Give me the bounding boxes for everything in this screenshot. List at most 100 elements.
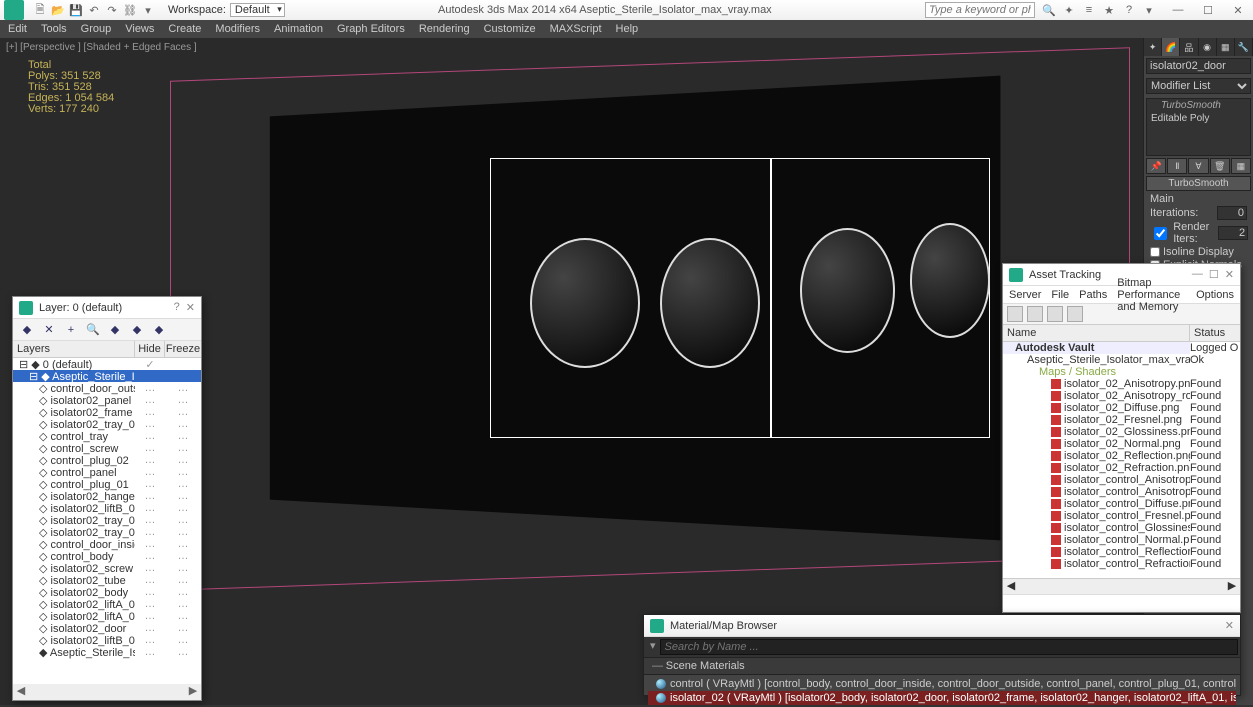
object-name-input[interactable] bbox=[1146, 58, 1251, 74]
asset-toggle3-icon[interactable] bbox=[1067, 306, 1083, 322]
asset-row[interactable]: isolator_control_Fresnel.pngFound bbox=[1003, 510, 1240, 522]
layer-row[interactable]: ◇ isolator02_hanger…… bbox=[13, 490, 201, 502]
render-iters-input[interactable] bbox=[1218, 226, 1248, 240]
asset-col-status[interactable]: Status bbox=[1190, 325, 1240, 341]
close-button[interactable]: ✕ bbox=[1223, 0, 1253, 20]
scroll-right-icon[interactable]: ▶ bbox=[1224, 579, 1240, 594]
asset-col-name[interactable]: Name bbox=[1003, 325, 1190, 341]
menu-customize[interactable]: Customize bbox=[484, 23, 536, 35]
mat-titlebar[interactable]: Material/Map Browser ✕ bbox=[644, 615, 1240, 637]
layer-row[interactable]: ◇ isolator02_panel…… bbox=[13, 394, 201, 406]
subscription-icon[interactable]: ✦ bbox=[1061, 2, 1077, 18]
asset-row[interactable]: Aseptic_Sterile_Isolator_max_vray.maxOk bbox=[1003, 354, 1240, 366]
menu-create[interactable]: Create bbox=[168, 23, 201, 35]
menu-tools[interactable]: Tools bbox=[41, 23, 67, 35]
asset-row[interactable]: isolator_control_Anisotropy_rotation.png… bbox=[1003, 486, 1240, 498]
scroll-right-icon[interactable]: ▶ bbox=[185, 684, 201, 700]
highlight-layer-icon[interactable]: ◆ bbox=[107, 322, 123, 338]
make-unique-icon[interactable]: ∀ bbox=[1188, 158, 1208, 174]
iterations-input[interactable] bbox=[1217, 206, 1247, 220]
asset-row[interactable]: isolator_02_Reflection.pngFound bbox=[1003, 450, 1240, 462]
tab-motion-icon[interactable]: ◉ bbox=[1199, 38, 1217, 56]
layer-row[interactable]: ◇ control_door_outside…… bbox=[13, 382, 201, 394]
menu-group[interactable]: Group bbox=[81, 23, 112, 35]
layer-row[interactable]: ◆ Aseptic_Sterile_Isolator…… bbox=[13, 646, 201, 658]
show-result-icon[interactable]: Ⅱ bbox=[1167, 158, 1187, 174]
layer-row[interactable]: ⊟ ◆ Aseptic_Sterile_Isolator ☐ bbox=[13, 370, 201, 382]
stack-item[interactable]: Editable Poly bbox=[1147, 112, 1250, 125]
layer-row[interactable]: ◇ control_tray…… bbox=[13, 430, 201, 442]
open-icon[interactable]: 📂 bbox=[50, 2, 66, 18]
col-layers[interactable]: Layers bbox=[13, 341, 135, 357]
asset-close-icon[interactable]: ✕ bbox=[1225, 268, 1234, 281]
asset-row[interactable]: isolator_02_Fresnel.pngFound bbox=[1003, 414, 1240, 426]
delete-layer-icon[interactable]: ✕ bbox=[41, 322, 57, 338]
undo-icon[interactable]: ↶ bbox=[86, 2, 102, 18]
menu-help[interactable]: Help bbox=[616, 23, 639, 35]
favorite-icon[interactable]: ★ bbox=[1101, 2, 1117, 18]
layer-row[interactable]: ◇ isolator02_liftA_01…… bbox=[13, 598, 201, 610]
asset-max-icon[interactable]: ☐ bbox=[1209, 268, 1219, 281]
stack-item[interactable]: TurboSmooth bbox=[1147, 99, 1250, 112]
asset-refresh-icon[interactable] bbox=[1007, 306, 1023, 322]
asset-row[interactable]: Autodesk VaultLogged O bbox=[1003, 342, 1240, 354]
material-row[interactable]: control ( VRayMtl ) [control_body, contr… bbox=[648, 677, 1236, 691]
asset-row[interactable]: isolator_02_Glossiness.pngFound bbox=[1003, 426, 1240, 438]
layer-tree[interactable]: ⊟ ◆ 0 (default)✓⊟ ◆ Aseptic_Sterile_Isol… bbox=[13, 358, 201, 684]
menu-animation[interactable]: Animation bbox=[274, 23, 323, 35]
isoline-checkbox[interactable] bbox=[1150, 247, 1160, 257]
add-to-layer-icon[interactable]: + bbox=[63, 322, 79, 338]
exchange-icon[interactable]: ≡ bbox=[1081, 2, 1097, 18]
asset-row[interactable]: isolator_control_Anisotropy.pngFound bbox=[1003, 474, 1240, 486]
mat-search-input[interactable] bbox=[660, 639, 1238, 655]
asset-row[interactable]: isolator_control_Glossiness.pngFound bbox=[1003, 522, 1240, 534]
asset-toggle2-icon[interactable] bbox=[1047, 306, 1063, 322]
layer-row[interactable]: ◇ isolator02_door…… bbox=[13, 622, 201, 634]
layer-row[interactable]: ◇ isolator02_body…… bbox=[13, 586, 201, 598]
menu-modifiers[interactable]: Modifiers bbox=[215, 23, 260, 35]
mat-section[interactable]: — Scene Materials bbox=[644, 657, 1240, 675]
help-icon[interactable]: ? bbox=[1121, 2, 1137, 18]
layer-row[interactable]: ◇ isolator02_tube…… bbox=[13, 574, 201, 586]
tab-display-icon[interactable]: ▦ bbox=[1217, 38, 1235, 56]
layer-row[interactable]: ◇ isolator02_tray_01…… bbox=[13, 418, 201, 430]
material-row[interactable]: isolator_02 ( VRayMtl ) [isolator02_body… bbox=[648, 691, 1236, 705]
viewport-3d[interactable] bbox=[150, 58, 1133, 695]
more-icon[interactable]: ▾ bbox=[140, 2, 156, 18]
layer-row[interactable]: ◇ isolator02_liftA_02…… bbox=[13, 610, 201, 622]
col-hide[interactable]: Hide bbox=[135, 341, 165, 357]
pin-stack-icon[interactable]: 📌 bbox=[1146, 158, 1166, 174]
tab-utilities-icon[interactable]: 🔧 bbox=[1235, 38, 1253, 56]
select-layer-icon[interactable]: 🔍 bbox=[85, 322, 101, 338]
scroll-left-icon[interactable]: ◀ bbox=[13, 684, 29, 700]
hide-layer-icon[interactable]: ◆ bbox=[129, 322, 145, 338]
layer-row[interactable]: ◇ isolator02_liftB_02…… bbox=[13, 502, 201, 514]
asset-menu-item[interactable]: File bbox=[1051, 289, 1069, 301]
menu-views[interactable]: Views bbox=[125, 23, 154, 35]
asset-row[interactable]: isolator_02_Anisotropy_rotation.pngFound bbox=[1003, 390, 1240, 402]
menu-maxscript[interactable]: MAXScript bbox=[550, 23, 602, 35]
tab-modify-icon[interactable]: 🌈 bbox=[1162, 38, 1180, 56]
rollout-header[interactable]: TurboSmooth bbox=[1146, 176, 1251, 191]
layer-row[interactable]: ◇ isolator02_liftB_01…… bbox=[13, 634, 201, 646]
asset-menu-item[interactable]: Server bbox=[1009, 289, 1041, 301]
search-icon[interactable]: 🔍 bbox=[1041, 2, 1057, 18]
layer-row[interactable]: ◇ control_door_inside…… bbox=[13, 538, 201, 550]
minimize-button[interactable]: — bbox=[1163, 0, 1193, 20]
remove-modifier-icon[interactable]: 🗑 bbox=[1210, 158, 1230, 174]
layer-panel-titlebar[interactable]: Layer: 0 (default) ?✕ bbox=[13, 297, 201, 319]
scroll-left-icon[interactable]: ◀ bbox=[1003, 579, 1019, 594]
asset-toggle1-icon[interactable] bbox=[1027, 306, 1043, 322]
link-icon[interactable]: ⛓ bbox=[122, 2, 138, 18]
asset-row[interactable]: isolator_02_Refraction.pngFound bbox=[1003, 462, 1240, 474]
layer-row[interactable]: ◇ control_screw…… bbox=[13, 442, 201, 454]
layer-row[interactable]: ◇ control_panel…… bbox=[13, 466, 201, 478]
asset-menu-item[interactable]: Options bbox=[1196, 289, 1234, 301]
asset-menu-item[interactable]: Paths bbox=[1079, 289, 1107, 301]
asset-menu-item[interactable]: Bitmap Performance and Memory bbox=[1117, 277, 1186, 313]
layer-close-icon[interactable]: ✕ bbox=[186, 301, 195, 314]
asset-row[interactable]: isolator_02_Anisotropy.pngFound bbox=[1003, 378, 1240, 390]
freeze-layer-icon[interactable]: ◆ bbox=[151, 322, 167, 338]
menu-rendering[interactable]: Rendering bbox=[419, 23, 470, 35]
dropdown-icon[interactable]: ▾ bbox=[1141, 2, 1157, 18]
